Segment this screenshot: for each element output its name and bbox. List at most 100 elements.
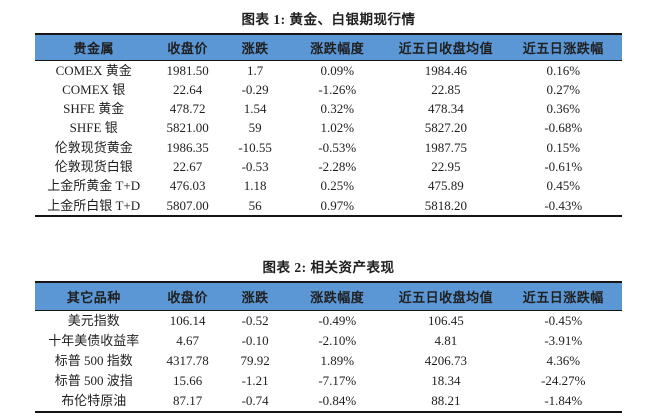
row-label: 伦敦现货白银	[54, 158, 133, 174]
chart1-title: 图表 1: 黄金、白银期现行情	[241, 12, 416, 27]
cell-value: 1.89%	[320, 352, 355, 368]
row-label: 标普 500 指数	[54, 352, 133, 368]
cell-value: 0.45%	[546, 178, 581, 194]
table-row: 美元指数 106.14 -0.52 -0.49% 106.45 -0.45%	[35, 310, 622, 331]
cell-value: 0.27%	[546, 81, 581, 97]
cell-value: -0.53%	[318, 139, 357, 155]
table-row: 十年美债收益率 4.67 -0.10 -2.10% 4.81 -3.91%	[35, 331, 622, 351]
cell-value: 4.36%	[546, 352, 581, 368]
table-row: SHFE 黄金 478.72 1.54 0.32% 478.34 0.36%	[35, 99, 622, 118]
table-header-row: 贵金属 收盘价 涨跌 涨跌幅度 近五日收盘均值 近五日涨跌幅	[35, 34, 622, 61]
cell-value: -1.84%	[544, 392, 583, 408]
cell-value: 1981.50	[166, 62, 209, 78]
cell-value: 475.89	[427, 178, 464, 194]
cell-value: -1.26%	[318, 81, 357, 97]
cell-value: 5807.00	[166, 197, 209, 213]
cell-value: 1984.46	[424, 62, 467, 78]
table-body: 美元指数 106.14 -0.52 -0.49% 106.45 -0.45% 十年美债收益率…	[35, 310, 622, 412]
cell-value: 22.85	[431, 81, 461, 97]
table-row: COMEX 黄金 1981.50 1.7 0.09% 1984.46 0.16%	[35, 60, 622, 80]
cell-value: 87.17	[172, 392, 203, 408]
cell-value: -0.29	[241, 81, 269, 97]
table-row: 布伦特原油 87.17 -0.74 -0.84% 88.21 -1.84%	[35, 391, 622, 412]
cell-value: 0.32%	[320, 101, 355, 117]
related-assets-table: 其它品种 收盘价 涨跌 涨跌幅度 近五日收盘均值 近五日涨跌幅 美元指数 106.14 -0.…	[35, 281, 622, 413]
table-row: SHFE 银 5821.00 59 1.02% 5827.20 -0.68%	[35, 118, 622, 137]
cell-value: 0.15%	[546, 139, 581, 155]
cell-value: -10.55	[238, 139, 272, 155]
cell-value: 1.18	[243, 178, 267, 194]
column-header: 近五日涨跌幅	[504, 34, 622, 61]
table-row: 伦敦现货黄金 1986.35 -10.55 -0.53% 1987.75 0.15%	[35, 138, 622, 157]
cell-value: 1987.75	[424, 139, 467, 155]
cell-value: 0.36%	[546, 101, 581, 117]
cell-value: 18.34	[431, 372, 461, 388]
column-header: 收盘价	[152, 282, 223, 311]
column-header: 涨跌	[222, 282, 288, 311]
column-header: 涨跌幅度	[287, 34, 388, 61]
column-header: 近五日涨跌幅	[504, 282, 622, 311]
row-label: SHFE 黄金	[63, 101, 125, 117]
gold-silver-table-section: 图表 1: 黄金、白银期现行情 贵金属 收盘价 涨跌 涨跌幅度 近五日收盘均值 近五日涨跌…	[0, 8, 669, 217]
cell-value: -7.17%	[318, 372, 357, 388]
cell-value: -0.68%	[544, 120, 583, 136]
cell-value: 478.34	[427, 101, 464, 117]
cell-value: -0.49%	[318, 312, 357, 328]
row-label: COMEX 黄金	[55, 62, 132, 78]
cell-value: -2.28%	[318, 158, 357, 174]
cell-value: 22.67	[172, 158, 203, 174]
cell-value: -0.10	[241, 332, 269, 348]
cell-value: 4206.73	[424, 352, 467, 368]
row-label: 美元指数	[67, 312, 120, 328]
cell-value: -0.43%	[544, 197, 583, 213]
column-header: 近五日收盘均值	[387, 34, 505, 61]
gold-silver-table: 贵金属 收盘价 涨跌 涨跌幅度 近五日收盘均值 近五日涨跌幅 COMEX 黄金 1981.5…	[35, 33, 622, 217]
cell-value: 56	[248, 197, 262, 213]
cell-value: 1.54	[243, 101, 267, 117]
table-row: 伦敦现货白银 22.67 -0.53 -2.28% 22.95 -0.61%	[35, 157, 622, 176]
cell-value: 0.25%	[320, 178, 355, 194]
table-header-row: 其它品种 收盘价 涨跌 涨跌幅度 近五日收盘均值 近五日涨跌幅	[35, 282, 622, 311]
column-header: 收盘价	[152, 34, 223, 61]
column-header: 涨跌幅度	[287, 282, 388, 311]
cell-value: -0.45%	[544, 312, 583, 328]
cell-value: 22.95	[431, 158, 461, 174]
cell-value: -1.21	[241, 372, 269, 388]
cell-value: -2.10%	[318, 332, 357, 348]
cell-value: -0.84%	[318, 392, 357, 408]
cell-value: 478.72	[169, 101, 206, 117]
table-body: COMEX 黄金 1981.50 1.7 0.09% 1984.46 0.16% COMEX…	[35, 60, 622, 216]
table-row: COMEX 银 22.64 -0.29 -1.26% 22.85 0.27%	[35, 80, 622, 99]
cell-value: 88.21	[431, 392, 461, 408]
cell-value: 4.67	[176, 332, 199, 348]
cell-value: 5827.20	[424, 120, 467, 136]
cell-value: 0.97%	[320, 197, 355, 213]
table-row: 上金所黄金 T+D 476.03 1.18 0.25% 475.89 0.45%	[35, 176, 622, 195]
cell-value: 22.64	[172, 81, 203, 97]
table-row: 标普 500 波指 15.66 -1.21 -7.17% 18.34 -24.27%	[35, 371, 622, 391]
cell-value: -24.27%	[541, 372, 586, 388]
cell-value: 59	[248, 120, 262, 136]
cell-value: -3.91%	[544, 332, 583, 348]
cell-value: 4.81	[434, 332, 458, 348]
cell-value: -0.74	[241, 392, 269, 408]
cell-value: -0.61%	[544, 158, 583, 174]
column-header: 近五日收盘均值	[387, 282, 505, 311]
cell-value: -0.52	[241, 312, 269, 328]
cell-value: 4317.78	[166, 352, 209, 368]
cell-value: 5821.00	[166, 120, 209, 136]
cell-value: 5818.20	[424, 197, 467, 213]
table-row: 上金所白银 T+D 5807.00 56 0.97% 5818.20 -0.43%	[35, 196, 622, 216]
cell-value: -0.53	[241, 158, 269, 174]
cell-value: 106.45	[427, 312, 464, 328]
row-label: 上金所白银 T+D	[47, 197, 141, 213]
cell-value: 15.66	[172, 372, 203, 388]
row-label: 布伦特原油	[61, 392, 127, 408]
row-label: SHFE 银	[69, 120, 118, 136]
cell-value: 1.7	[246, 62, 264, 78]
related-assets-table-section: 图表 2: 相关资产表现 其它品种 收盘价 涨跌 涨跌幅度 近五日收盘均值 近五日涨跌幅 …	[0, 256, 669, 413]
row-label: 伦敦现货黄金	[54, 139, 133, 155]
row-label: 十年美债收益率	[48, 332, 140, 348]
cell-value: 0.09%	[320, 62, 355, 78]
cell-value: 476.03	[169, 178, 206, 194]
